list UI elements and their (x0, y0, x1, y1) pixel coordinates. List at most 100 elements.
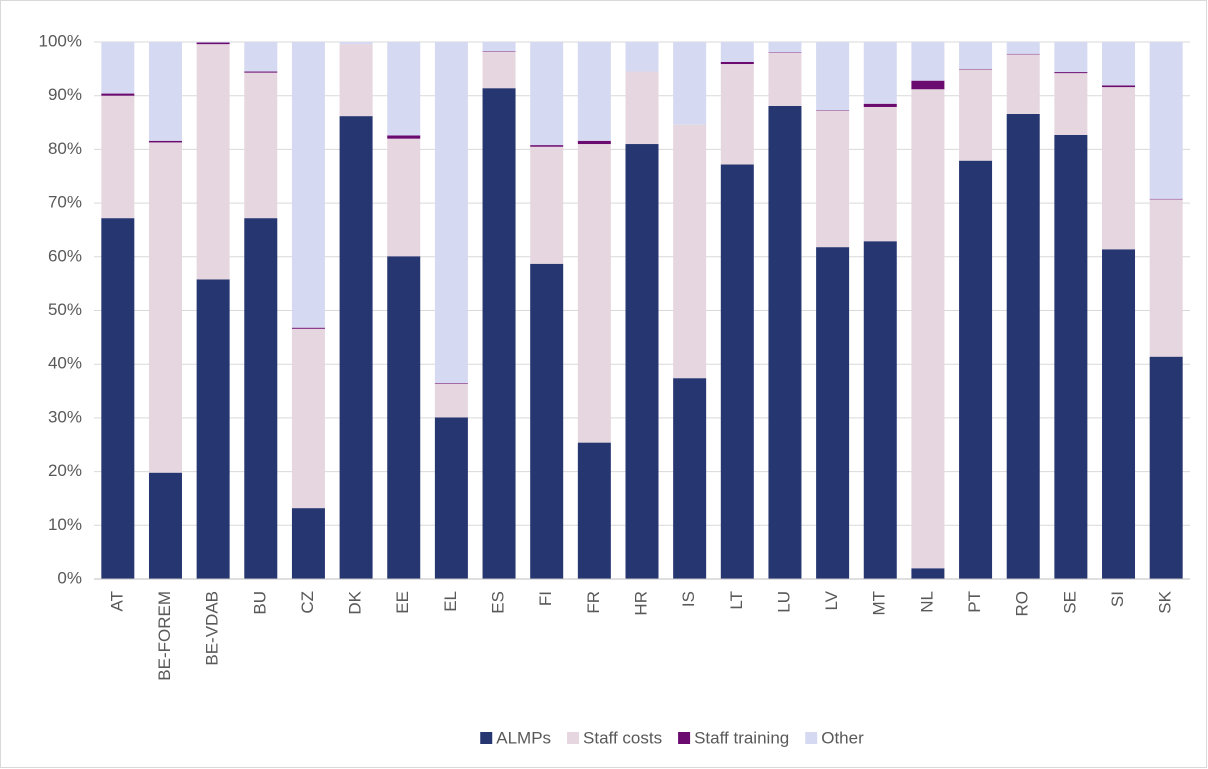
bar-segment (196, 279, 230, 579)
bar-segment (577, 442, 611, 579)
bar-segment (1102, 249, 1136, 580)
bar-segment (148, 42, 182, 141)
x-tick-label: EE (393, 591, 412, 614)
bar-segment (768, 42, 802, 53)
bar-segment (482, 51, 516, 52)
bar-segment (291, 328, 325, 509)
x-tick-label: MT (870, 591, 889, 616)
x-tick-label: NL (917, 591, 936, 613)
bar-segment (148, 142, 182, 473)
x-tick-label: LV (822, 590, 841, 610)
bar-segment (673, 124, 707, 379)
bar-segment (720, 42, 754, 62)
bar-segment (816, 42, 850, 111)
bar-segment (673, 378, 707, 579)
bar-segment (387, 135, 421, 139)
x-tick-label: BE-VDAB (203, 591, 222, 666)
x-tick-label: SK (1156, 590, 1175, 613)
bar-segment (244, 218, 278, 580)
bar-segment (482, 88, 516, 579)
x-tick-label: EL (441, 591, 460, 612)
y-tick-label: 10% (48, 515, 82, 534)
legend-label: Staff costs (583, 728, 662, 747)
legend-label: Staff training (694, 728, 789, 747)
y-tick-label: 60% (48, 246, 82, 265)
bar-segment (1149, 199, 1183, 357)
y-tick-label: 100% (39, 31, 82, 50)
x-tick-label: PT (965, 591, 984, 613)
bar-segment (482, 42, 516, 52)
bar-segment (101, 42, 135, 94)
x-tick-label: BU (250, 591, 269, 615)
bar-segment (863, 241, 897, 580)
bar-segment (530, 146, 564, 264)
bar-segment (148, 140, 182, 143)
bar-segment (577, 42, 611, 141)
bar-segment (434, 383, 468, 418)
bar-segment (720, 61, 754, 65)
bar-segment (434, 382, 468, 384)
bar-segment (720, 64, 754, 165)
bar-segment (101, 218, 135, 580)
bar-segment (148, 472, 182, 579)
bar-segment (244, 42, 278, 72)
bar-segment (959, 68, 993, 70)
bar-segment (863, 42, 897, 104)
bar-segment (196, 42, 230, 45)
y-tick-label: 70% (48, 193, 82, 212)
bar-segment (1054, 134, 1088, 579)
bar-segment (816, 110, 850, 111)
legend-swatch (805, 732, 818, 744)
y-tick-label: 50% (48, 300, 82, 319)
bar-segment (291, 327, 325, 329)
x-tick-label: SI (1108, 591, 1127, 607)
x-tick-label: SE (1060, 591, 1079, 614)
bar-segment (911, 42, 945, 81)
bar-segment (911, 89, 945, 569)
bar-segment (816, 247, 850, 579)
bar-segment (625, 42, 659, 72)
bar-segment (387, 256, 421, 579)
bar-segment (959, 160, 993, 579)
y-tick-label: 80% (48, 139, 82, 158)
legend-swatch (480, 732, 493, 744)
x-tick-label: BE-FOREM (155, 591, 174, 681)
bar-segment (1102, 87, 1136, 250)
x-tick-label: FI (536, 591, 555, 606)
y-tick-label: 40% (48, 354, 82, 373)
y-tick-label: 0% (57, 568, 82, 587)
bar-segment (959, 42, 993, 69)
bar-segment (816, 110, 850, 248)
y-tick-label: 30% (48, 407, 82, 426)
bar-segment (482, 51, 516, 89)
bar-segment (720, 164, 754, 579)
bar-segment (434, 417, 468, 579)
x-tick-label: ES (489, 591, 508, 614)
x-tick-label: LT (727, 591, 746, 610)
bar-segment (339, 116, 373, 579)
bar-segment (863, 103, 897, 107)
x-tick-label: IS (679, 591, 698, 607)
bar-segment (339, 44, 373, 117)
bar-segment (339, 42, 373, 45)
bar-segment (768, 52, 802, 106)
bar-segment (768, 52, 802, 53)
bar-segment (291, 42, 325, 328)
bar-segment (1149, 42, 1183, 199)
bar-segment (959, 69, 993, 161)
bar-segment (1102, 42, 1136, 86)
bar-segment (244, 71, 278, 73)
x-tick-label: DK (346, 590, 365, 614)
bar-segment (673, 42, 707, 125)
bar-segment (1054, 73, 1088, 135)
bar-segment (387, 138, 421, 257)
bar-segment (530, 145, 564, 147)
bar-segment (911, 568, 945, 579)
x-tick-label: RO (1013, 591, 1032, 617)
bar-segment (1006, 53, 1040, 55)
x-tick-label: AT (107, 591, 126, 611)
bar-segment (291, 508, 325, 579)
bar-segment (625, 144, 659, 579)
legend-label: Other (821, 728, 864, 747)
